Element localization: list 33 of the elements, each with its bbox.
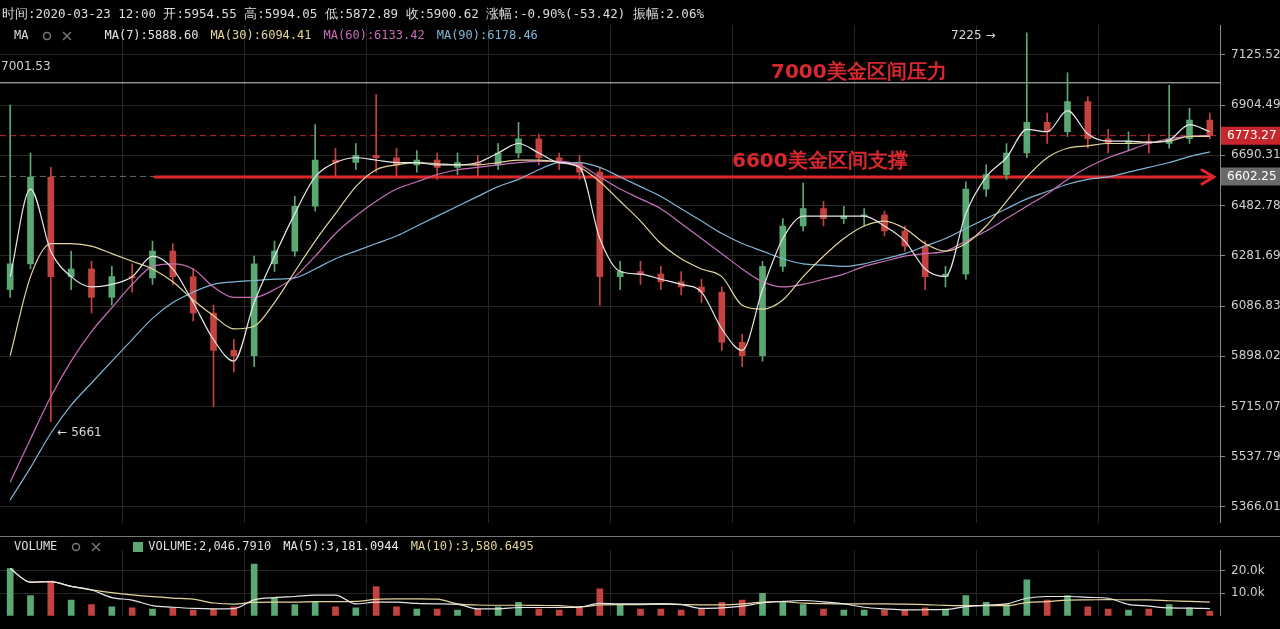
y-tick-label: 5366.01 (1231, 499, 1280, 514)
y-tick-label: 7125.52 (1231, 46, 1280, 61)
legend-title: VOLUME (14, 539, 58, 553)
legend-label: VOLUME:2,046.7910 (148, 539, 272, 553)
text: MA(30):6094.41 (210, 28, 312, 42)
annotation: 7000美金区间压力 (771, 59, 947, 84)
text: MA(90):6178.46 (436, 28, 538, 42)
annotation: 7225 → (951, 28, 996, 43)
chart-title: 时间:2020-03-23 12:00 开:5954.55 高:5994.05 低:5872.89 收:5900.62 涨幅:-0.90%(-53.42) 振幅:2.06% (2, 6, 704, 23)
text: MA(5):3,181.0944 (283, 539, 399, 553)
y-tick-label: 20.0k (1231, 562, 1265, 577)
y-tick-label: 6482.78 (1231, 197, 1280, 212)
y-tick-label: 5715.07 (1231, 398, 1280, 413)
annotation: 6600美金区间支撑 (732, 147, 908, 172)
y-tick-label: 6086.83 (1231, 298, 1280, 313)
legend-title: MA (14, 28, 29, 42)
y-tick-label: 6690.31 (1231, 147, 1280, 162)
text: MA(60):6133.42 (323, 28, 425, 42)
bar (332, 606, 339, 616)
ref-line-label: 6602.25 (1227, 168, 1277, 183)
y-tick-label: 10.0k (1231, 585, 1265, 600)
y-tick-label: 6904.49 (1231, 97, 1280, 112)
text: MA(7):5888.60 (104, 28, 199, 42)
bar (88, 604, 95, 616)
ref-line-label: 7001.53 (1, 58, 51, 73)
y-tick-label: 5537.79 (1231, 448, 1280, 463)
annotation: ← 5661 (57, 425, 102, 440)
text: MA(10):3,580.6495 (410, 539, 534, 553)
ref-line-label: 6773.27 (1227, 127, 1277, 142)
y-tick-label: 5898.02 (1231, 348, 1280, 363)
y-tick-label: 6281.69 (1231, 247, 1280, 262)
bar (27, 595, 34, 616)
bar (393, 606, 400, 616)
